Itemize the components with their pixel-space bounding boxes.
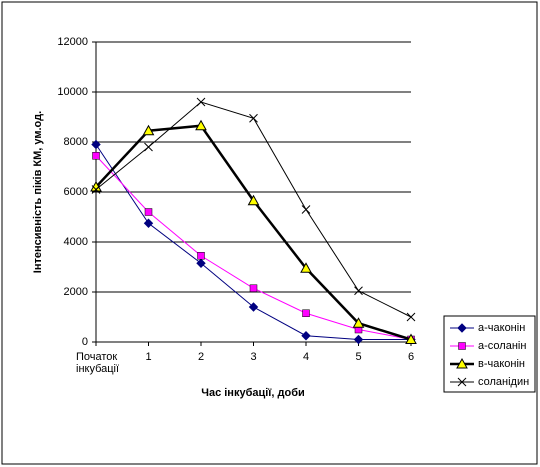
y-tick-label: 4000 bbox=[64, 236, 88, 248]
marker bbox=[92, 152, 100, 160]
marker bbox=[353, 334, 364, 345]
x-tick-label: Початок інкубації bbox=[76, 351, 120, 375]
marker bbox=[249, 284, 258, 292]
x-tick-label: 5 bbox=[355, 351, 362, 363]
marker bbox=[302, 309, 310, 317]
marker bbox=[405, 333, 417, 344]
marker bbox=[247, 194, 260, 206]
x-axis-label: Час інкубації, доби bbox=[201, 387, 305, 399]
legend-label: соланідин bbox=[478, 376, 529, 388]
marker bbox=[91, 185, 101, 194]
y-tick-label: 8000 bbox=[64, 136, 88, 148]
marker bbox=[196, 97, 206, 107]
y-tick-label: 2000 bbox=[64, 286, 88, 298]
x-tick-label: 3 bbox=[250, 351, 257, 363]
legend-label: а-чаконін bbox=[478, 322, 525, 334]
marker bbox=[144, 208, 153, 216]
marker bbox=[457, 377, 467, 387]
x-tick-label: 6 bbox=[407, 351, 415, 363]
x-tick-label: 4 bbox=[302, 351, 310, 363]
marker bbox=[456, 357, 468, 369]
marker bbox=[91, 139, 101, 150]
marker bbox=[249, 113, 258, 123]
marker bbox=[195, 119, 207, 131]
y-tick-label: 0 bbox=[82, 336, 88, 348]
marker bbox=[300, 262, 312, 273]
marker bbox=[142, 124, 155, 136]
marker bbox=[196, 258, 206, 268]
marker bbox=[197, 252, 205, 260]
marker bbox=[458, 342, 466, 350]
y-tick-label: 10000 bbox=[57, 86, 88, 98]
marker bbox=[406, 312, 416, 322]
legend-label: в-чаконін bbox=[478, 358, 525, 370]
y-tick-label: 12000 bbox=[57, 36, 88, 48]
x-tick-label: 1 bbox=[145, 351, 152, 363]
marker bbox=[301, 331, 311, 341]
marker bbox=[301, 205, 311, 214]
marker bbox=[352, 317, 365, 328]
marker bbox=[144, 142, 153, 152]
marker bbox=[143, 218, 154, 228]
marker bbox=[457, 323, 467, 333]
y-axis-label: Інтенсивність піків КМ, ум.од. bbox=[32, 111, 44, 273]
x-tick-label: 2 bbox=[197, 351, 205, 363]
y-tick-label: 6000 bbox=[64, 186, 88, 198]
marker bbox=[354, 286, 363, 296]
marker bbox=[248, 302, 259, 312]
legend-label: а-соланін bbox=[478, 340, 526, 352]
